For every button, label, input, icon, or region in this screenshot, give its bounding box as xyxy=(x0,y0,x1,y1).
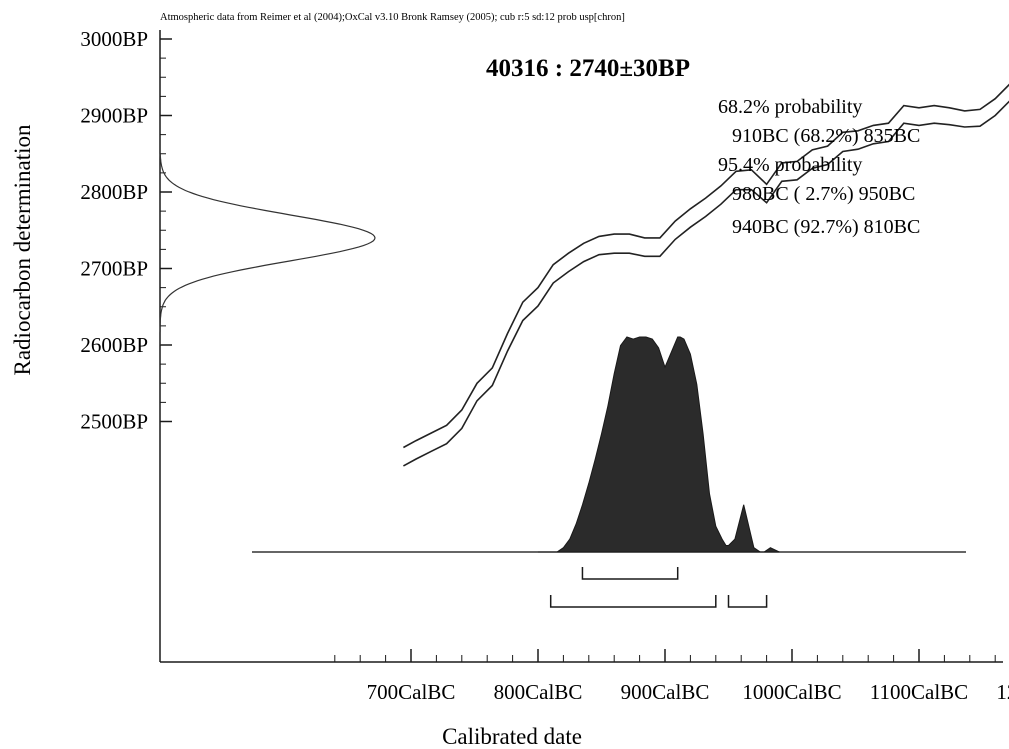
x-tick-label: 1000CalBC xyxy=(742,680,841,704)
y-tick-label: 2900BP xyxy=(80,104,148,128)
one-sigma-range-1: 910BC (68.2%) 835BC xyxy=(732,125,920,147)
x-tick-label: 900CalBC xyxy=(621,680,710,704)
x-axis-title: Calibrated date xyxy=(442,724,582,749)
two-sigma-bracket xyxy=(727,595,768,608)
y-tick-group: 3000BP 2900BP 2800BP 2700BP 2600BP 2500BP xyxy=(80,27,172,434)
calibration-curve-lower xyxy=(403,100,1009,467)
two-sigma-label: 95.4% probability xyxy=(718,154,862,176)
x-tick-label: 1100CalBC xyxy=(870,680,968,704)
x-tick-group: 1200CalBC 1100CalBC 1000CalBC 900CalBC 800Ca… xyxy=(334,649,1009,704)
probability-range-brackets xyxy=(549,567,768,608)
y-tick-label: 2700BP xyxy=(80,257,148,281)
y-tick-label: 2800BP xyxy=(80,180,148,204)
x-tick-label: 1200CalBC xyxy=(996,680,1009,704)
x-tick-label: 700CalBC xyxy=(367,680,456,704)
probability-text-block: 68.2% probability 910BC (68.2%) 835BC 95… xyxy=(718,96,920,238)
y-tick-label: 2500BP xyxy=(80,410,148,434)
two-sigma-range-1: 980BC ( 2.7%) 950BC xyxy=(732,183,915,205)
chart-title: 40316 : 2740±30BP xyxy=(486,55,690,82)
chart-axes xyxy=(159,30,1003,663)
one-sigma-label: 68.2% probability xyxy=(718,96,862,118)
y-tick-label: 3000BP xyxy=(80,27,148,51)
y-axis-title: Radiocarbon determination xyxy=(10,124,35,376)
x-tick-label: 800CalBC xyxy=(494,680,583,704)
chart-header: Atmospheric data from Reimer et al (2004… xyxy=(160,12,625,23)
calibration-curve-upper xyxy=(403,83,1009,449)
y-tick-label: 2600BP xyxy=(80,333,148,357)
calibrated-probability-distribution xyxy=(538,336,780,553)
two-sigma-range-2: 940BC (92.7%) 810BC xyxy=(732,216,920,238)
one-sigma-bracket xyxy=(581,567,679,580)
two-sigma-bracket xyxy=(549,595,717,608)
measurement-distribution-curve xyxy=(159,153,376,345)
